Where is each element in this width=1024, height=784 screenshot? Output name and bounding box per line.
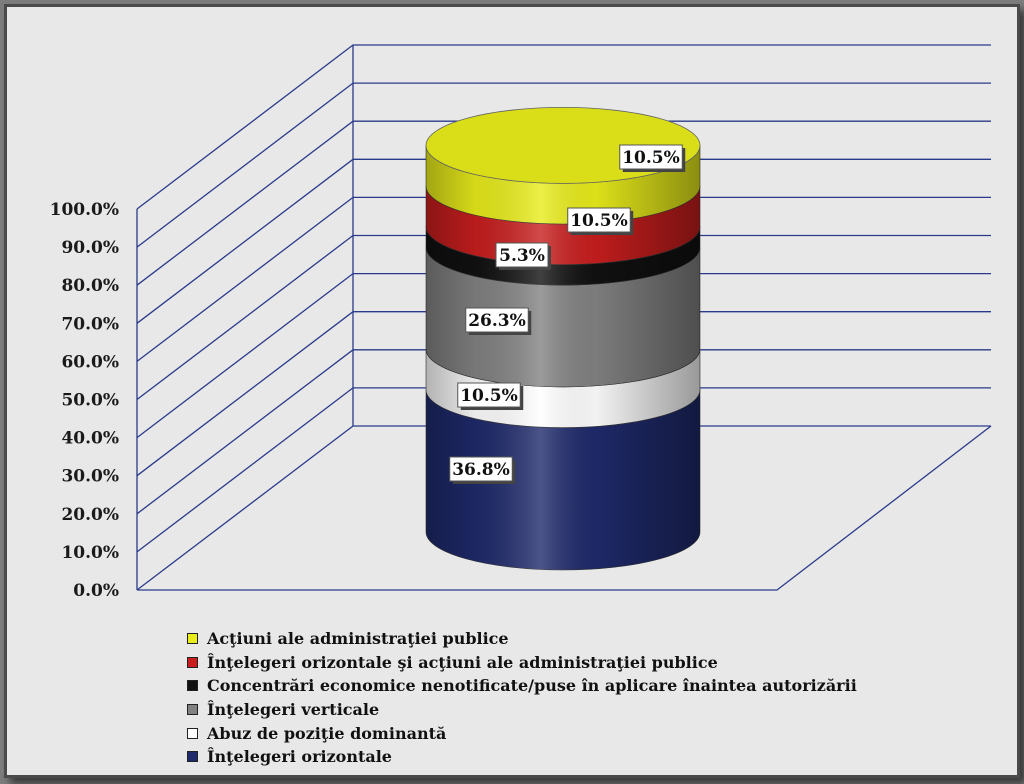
cylinder-segment-shading xyxy=(426,186,700,265)
legend-label: Acţiuni ale administraţiei publice xyxy=(207,629,509,649)
y-tick-label: 90.0% xyxy=(61,238,119,258)
legend-swatch xyxy=(187,751,198,763)
cylinder-segment-shading xyxy=(426,145,700,225)
data-labels: 36.8% 10.5% 26.3% 5.3% 10.5% 10.5% xyxy=(449,144,686,484)
data-label-box xyxy=(449,456,513,482)
floor-edge xyxy=(137,425,992,591)
gridlines xyxy=(136,44,992,591)
data-label-text: 10.5% xyxy=(570,211,628,231)
y-axis-ticks: 0.0% 10.0% 20.0% 30.0% 40.0% 50.0% 60.0% 70.0% 8… xyxy=(50,200,119,601)
legend-label: Înţelegeri orizontale şi acţiuni ale adm… xyxy=(207,652,718,672)
y-tick-label: 50.0% xyxy=(61,391,119,411)
data-label: 5.3% xyxy=(495,242,551,270)
y-tick-label: 70.0% xyxy=(61,314,119,334)
legend-item: Înţelegeri orizontale şi acţiuni ale adm… xyxy=(187,651,857,675)
legend-item: Concentrări economice nenotificate/puse … xyxy=(187,674,857,698)
legend-swatch xyxy=(187,680,198,692)
legend-label: Înţelegeri orizontale xyxy=(207,747,392,767)
legend-label: Abuz de poziţie dominantă xyxy=(207,723,447,743)
data-label-box xyxy=(495,242,549,268)
cylinder-segments xyxy=(425,106,701,571)
y-tick-label: 10.0% xyxy=(61,543,119,563)
legend-swatch xyxy=(187,633,198,645)
data-label-box xyxy=(457,382,521,408)
y-tick-label: 20.0% xyxy=(61,505,119,525)
data-label-text: 10.5% xyxy=(622,148,680,168)
data-label-text: 5.3% xyxy=(499,246,545,266)
data-label-box xyxy=(567,207,631,233)
legend-item: Abuz de poziţie dominantă xyxy=(187,721,857,745)
cylinder-segment-shading xyxy=(426,247,700,387)
legend-item: Înţelegeri verticale xyxy=(187,698,857,722)
data-label-text: 10.5% xyxy=(460,386,518,406)
chart-plot: 0.0% 10.0% 20.0% 30.0% 40.0% 50.0% 60.0% 70.0% 8… xyxy=(50,44,992,601)
legend-item: Înţelegeri orizontale xyxy=(187,745,857,769)
legend-swatch xyxy=(187,704,198,716)
y-tick-label: 100.0% xyxy=(50,200,119,220)
y-tick-label: 40.0% xyxy=(61,429,119,449)
legend-swatch xyxy=(187,656,198,668)
data-label: 10.5% xyxy=(567,207,634,235)
data-label: 26.3% xyxy=(465,307,532,335)
chart-frame: 0.0% 10.0% 20.0% 30.0% 40.0% 50.0% 60.0% 70.0% 8… xyxy=(4,4,1020,778)
data-label-text: 26.3% xyxy=(468,311,526,331)
y-tick-label: 0.0% xyxy=(73,581,119,601)
data-label-text: 36.8% xyxy=(452,460,510,480)
y-tick-label: 30.0% xyxy=(61,467,119,487)
data-label-box xyxy=(465,307,529,333)
legend: Acţiuni ale administraţiei publice Înţele… xyxy=(187,627,857,769)
y-tick-label: 80.0% xyxy=(61,276,119,296)
legend-swatch xyxy=(187,727,198,739)
data-label: 10.5% xyxy=(619,144,686,172)
data-label: 10.5% xyxy=(457,382,524,410)
cylinder-segment-shading xyxy=(426,389,700,570)
legend-label: Înţelegeri verticale xyxy=(207,700,380,720)
data-label-box xyxy=(619,144,683,170)
legend-label: Concentrări economice nenotificate/puse … xyxy=(207,676,857,696)
legend-item: Acţiuni ale administraţiei publice xyxy=(187,627,857,651)
y-tick-label: 60.0% xyxy=(61,352,119,372)
cylinder-segment-shading xyxy=(426,226,700,286)
data-label: 36.8% xyxy=(449,456,516,484)
